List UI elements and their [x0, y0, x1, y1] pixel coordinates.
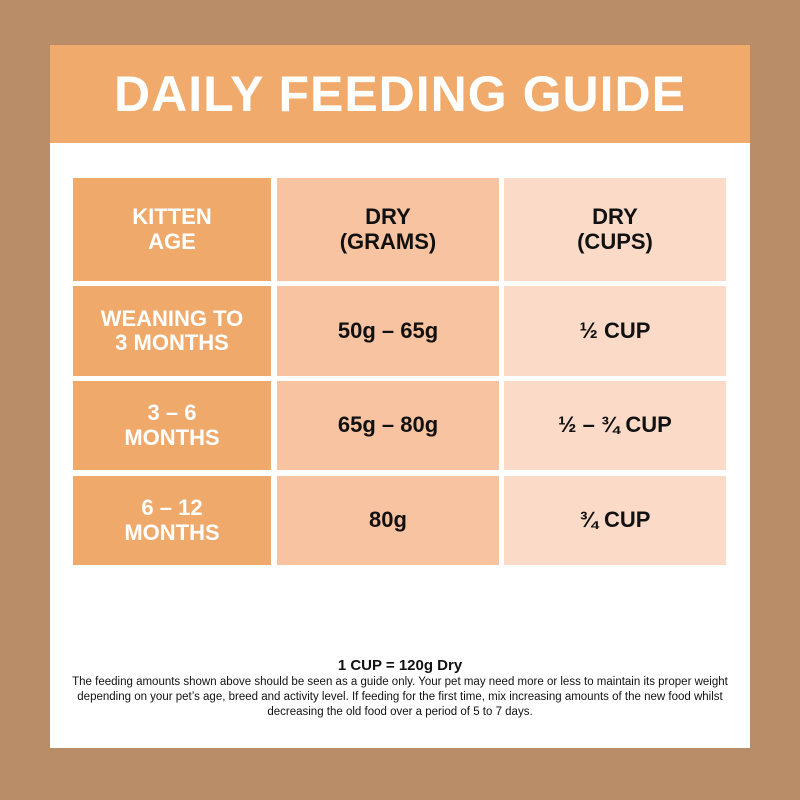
row-grams-cell: 65g – 80g [277, 381, 499, 470]
feeding-guide-card: DAILY FEEDING GUIDE KITTEN AGE DRY (GRAM… [50, 45, 750, 748]
header-kitten-age: KITTEN AGE [73, 178, 271, 281]
header-dry-cups: DRY (CUPS) [504, 178, 726, 281]
row-cups-cell: ½ CUP [504, 286, 726, 376]
row-grams-cell: 80g [277, 476, 499, 565]
title-banner: DAILY FEEDING GUIDE [50, 45, 750, 143]
row-age-cell: 3 – 6 MONTHS [73, 381, 271, 470]
footer: 1 CUP = 120g Dry The feeding amounts sho… [50, 657, 750, 720]
cup-conversion: 1 CUP = 120g Dry [337, 657, 463, 674]
header-dry-grams: DRY (GRAMS) [277, 178, 499, 281]
row-age-cell: WEANING TO 3 MONTHS [73, 286, 271, 376]
page-title: DAILY FEEDING GUIDE [114, 66, 686, 122]
row-cups-cell: ¾ CUP [504, 476, 726, 565]
row-age-cell: 6 – 12 MONTHS [73, 476, 271, 565]
row-cups-cell: ½ – ¾ CUP [504, 381, 726, 470]
guide-note: The feeding amounts shown above should b… [72, 676, 728, 718]
row-grams-cell: 50g – 65g [277, 286, 499, 376]
